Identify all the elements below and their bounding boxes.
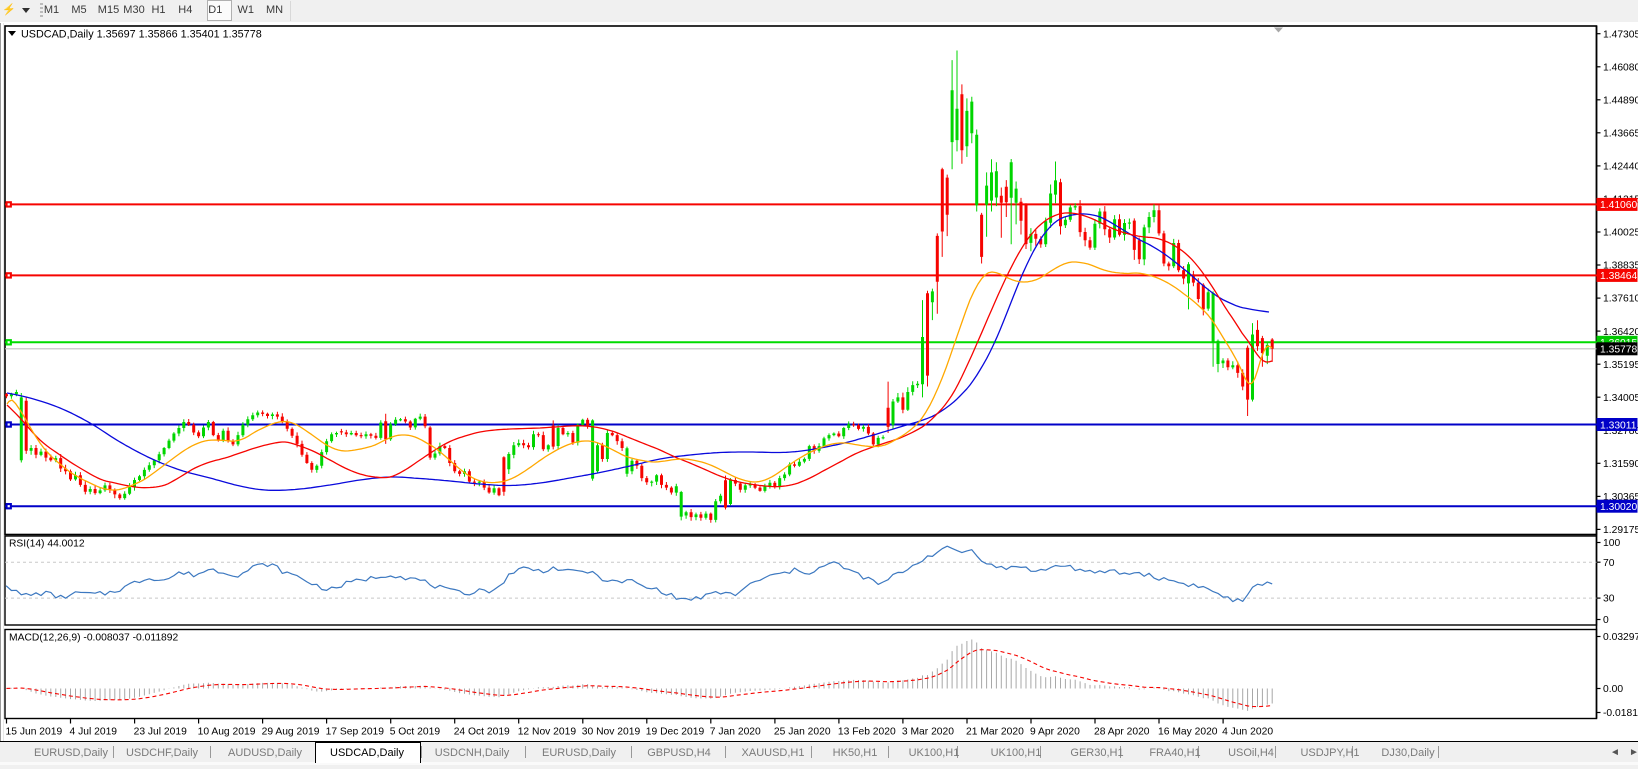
svg-text:4 Jun 2020: 4 Jun 2020 (1222, 727, 1273, 738)
svg-text:23 Jul 2019: 23 Jul 2019 (134, 727, 188, 738)
svg-text:1.40025: 1.40025 (1603, 228, 1638, 239)
svg-text:USDCAD,Daily 1.35697 1.35866: USDCAD,Daily 1.35697 1.35866 1.35401 1.3… (21, 29, 262, 41)
svg-text:19 Dec 2019: 19 Dec 2019 (646, 727, 705, 738)
svg-text:9 Apr 2020: 9 Apr 2020 (1030, 727, 1080, 738)
svg-text:0.00: 0.00 (1603, 684, 1623, 695)
svg-text:1.38835: 1.38835 (1603, 261, 1638, 272)
svg-text:100: 100 (1603, 538, 1620, 549)
svg-text:30 Nov 2019: 30 Nov 2019 (582, 727, 641, 738)
svg-text:MACD(12,26,9) -0.008037 -0.011: MACD(12,26,9) -0.008037 -0.011892 (9, 633, 179, 644)
svg-text:1.30365: 1.30365 (1603, 492, 1638, 503)
svg-text:-0.01815: -0.01815 (1603, 708, 1638, 719)
svg-text:1.43665: 1.43665 (1603, 128, 1638, 139)
svg-text:1.30020: 1.30020 (1600, 502, 1637, 513)
svg-text:13 Feb 2020: 13 Feb 2020 (838, 727, 896, 738)
svg-text:29 Aug 2019: 29 Aug 2019 (262, 727, 320, 738)
svg-text:1.33011: 1.33011 (1600, 420, 1637, 431)
svg-text:1.36420: 1.36420 (1603, 327, 1638, 338)
svg-text:10 Aug 2019: 10 Aug 2019 (198, 727, 256, 738)
svg-text:3 Mar 2020: 3 Mar 2020 (902, 727, 954, 738)
svg-text:25 Jan 2020: 25 Jan 2020 (774, 727, 831, 738)
svg-text:17 Sep 2019: 17 Sep 2019 (326, 727, 385, 738)
svg-text:1.38464: 1.38464 (1600, 271, 1637, 282)
svg-text:1.35195: 1.35195 (1603, 360, 1638, 371)
svg-text:30: 30 (1603, 594, 1615, 605)
svg-text:1.31590: 1.31590 (1603, 459, 1638, 470)
svg-text:RSI(14) 44.0012: RSI(14) 44.0012 (9, 539, 85, 550)
svg-text:0.032972: 0.032972 (1603, 632, 1638, 643)
svg-text:1.35778: 1.35778 (1600, 345, 1637, 356)
svg-text:4 Jul 2019: 4 Jul 2019 (70, 727, 118, 738)
svg-text:16 May 2020: 16 May 2020 (1158, 727, 1218, 738)
svg-text:1.29175: 1.29175 (1603, 525, 1638, 536)
svg-text:5 Oct 2019: 5 Oct 2019 (390, 727, 441, 738)
svg-text:28 Apr 2020: 28 Apr 2020 (1094, 727, 1150, 738)
svg-text:1.34005: 1.34005 (1603, 393, 1638, 404)
svg-text:1.37610: 1.37610 (1603, 294, 1638, 305)
svg-text:1.41060: 1.41060 (1600, 200, 1637, 211)
svg-text:7 Jan 2020: 7 Jan 2020 (710, 727, 761, 738)
svg-text:1.44890: 1.44890 (1603, 95, 1638, 106)
svg-text:21 Mar 2020: 21 Mar 2020 (966, 727, 1024, 738)
svg-text:1.47305: 1.47305 (1603, 29, 1638, 40)
svg-text:15 Jun 2019: 15 Jun 2019 (6, 727, 63, 738)
svg-text:1.46080: 1.46080 (1603, 62, 1638, 73)
svg-text:70: 70 (1603, 558, 1615, 569)
svg-text:0: 0 (1603, 615, 1609, 626)
svg-text:1.32780: 1.32780 (1603, 426, 1638, 437)
svg-text:1.42440: 1.42440 (1603, 162, 1638, 173)
svg-text:24 Oct 2019: 24 Oct 2019 (454, 727, 510, 738)
svg-text:12 Nov 2019: 12 Nov 2019 (518, 727, 577, 738)
